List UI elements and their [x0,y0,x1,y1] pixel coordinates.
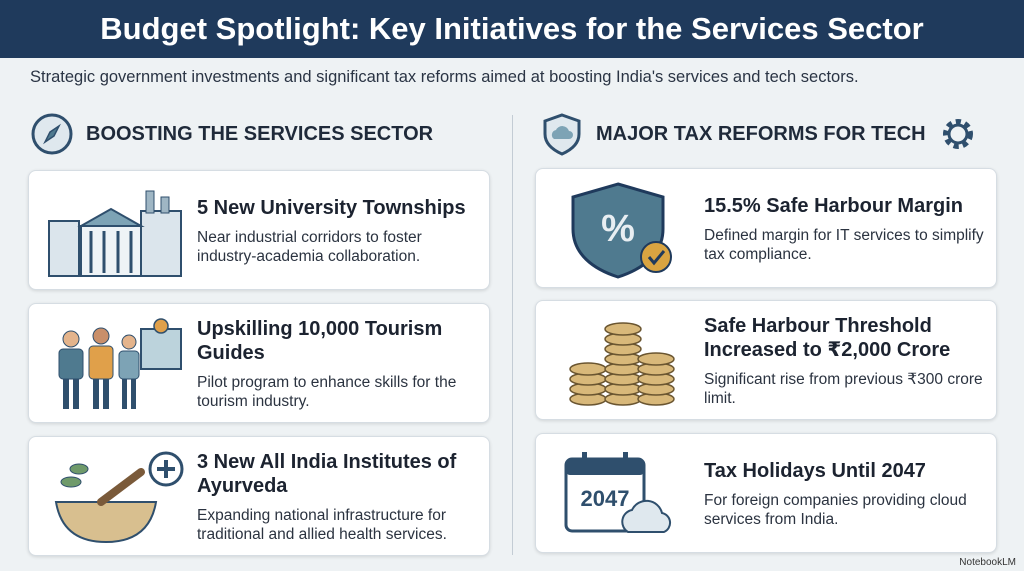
card: Upskilling 10,000 Tourism Guides Pilot pr… [28,303,490,423]
card-title: Tax Holidays Until 2047 [704,460,926,482]
shield-cloud-icon [543,113,581,156]
shield-percent-icon: % [571,182,672,279]
icon-text: 2047 [581,486,630,511]
card: Safe Harbour Threshold Increased to ₹2,0… [535,300,997,420]
card-title: Safe Harbour Threshold Increased to ₹2,0… [704,315,951,361]
section-heading: MAJOR TAX REFORMS FOR TECH [596,122,926,145]
title: Budget Spotlight: Key Initiatives for th… [0,0,1024,58]
card: 5 New University Townships Near industria… [28,170,490,290]
compass-icon [31,113,73,155]
card-description: Expanding national infrastructure for tr… [197,507,447,543]
card-description: Defined margin for IT services to simpli… [704,227,984,263]
ayurveda-icon [54,451,184,544]
card-description: Near industrial corridors to foster indu… [197,229,422,265]
card-title: 3 New All India Institutes of Ayurveda [197,451,457,497]
card-title: 5 New University Townships [197,197,466,219]
card: 2047 Tax Holidays Until 2047 For foreign … [535,433,997,553]
card-title: Upskilling 10,000 Tourism Guides [197,318,443,364]
icon-text: % [601,208,635,250]
coins-icon [569,322,675,406]
brand: NotebookLM [959,557,1016,568]
card-description: Pilot program to enhance skills for the … [197,374,457,410]
card: 3 New All India Institutes of Ayurveda Ex… [28,436,490,556]
card: % 15.5% Safe Harbour Margin Defined margi… [535,168,997,288]
university-icon [48,190,182,277]
section-heading-box: BOOSTING THE SERVICES SECTOR [30,112,433,156]
section-heading-box: MAJOR TAX REFORMS FOR TECH [540,112,978,156]
tourism-icon [58,318,182,409]
calendar-icon: 2047 [564,452,672,533]
section-heading: BOOSTING THE SERVICES SECTOR [86,122,434,145]
card-title: 15.5% Safe Harbour Margin [704,195,963,217]
card-description: Significant rise from previous ₹300 cror… [704,371,983,407]
divider [512,115,513,555]
card-description: For foreign companies providing cloud se… [704,492,967,528]
gear-icon [942,119,973,149]
subtitle: Strategic government investments and sig… [30,68,859,86]
